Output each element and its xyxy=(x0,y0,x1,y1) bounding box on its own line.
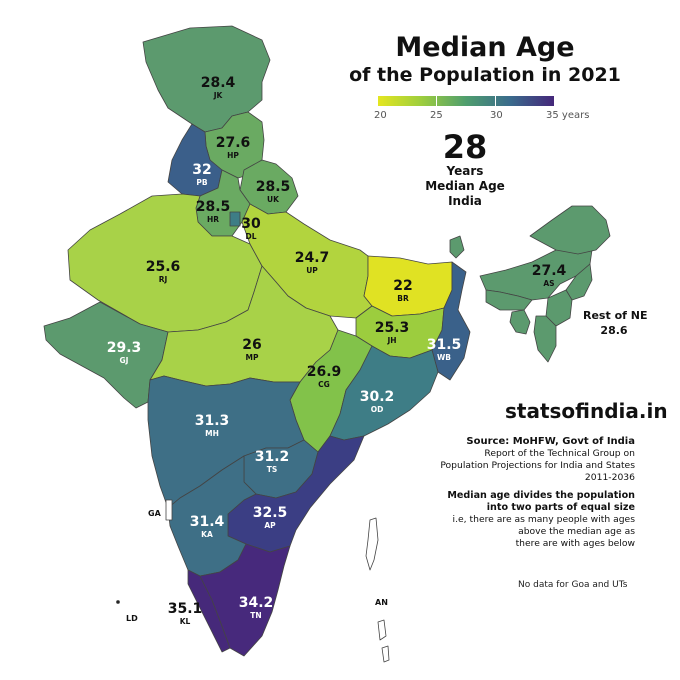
state-label-gj: 29.3 GJ xyxy=(106,340,142,365)
legend-tick-label: 25 xyxy=(430,110,443,121)
state-dl xyxy=(229,211,241,227)
rest-of-ne-value: 28.6 xyxy=(600,324,628,337)
source-line: Population Projections for India and Sta… xyxy=(440,460,635,471)
andaman-label: AN xyxy=(375,598,388,607)
state-label-pb: 32 PB xyxy=(192,162,212,187)
islands-an-3 xyxy=(381,645,390,663)
state-ga xyxy=(165,499,173,521)
note-line: i.e, there are as many people with ages xyxy=(452,514,635,525)
state-label-hp: 27.6 HP xyxy=(215,135,251,160)
legend-tick xyxy=(436,96,437,106)
state-label-ka: 31.4 KA xyxy=(189,514,225,539)
no-data-note: No data for Goa and UTs xyxy=(518,580,628,590)
legend-gradient xyxy=(378,96,554,106)
note-line: Median age divides the population xyxy=(447,490,635,501)
rest-of-ne: Rest of NE 28.6 xyxy=(583,308,648,338)
state-label-mh: 31.3 MH xyxy=(194,413,230,438)
map-title: Median Age xyxy=(395,32,575,63)
site-brand: statsofindia.in xyxy=(505,399,668,423)
source-block: Source: MoHFW, Govt of India Report of t… xyxy=(375,436,635,484)
color-legend: 20 25 30 35 years xyxy=(374,96,589,121)
islands-an xyxy=(365,517,379,571)
state-label-wb: 31.5 WB xyxy=(426,337,462,362)
state-label-rj: 25.6 RJ xyxy=(145,259,181,284)
state-label-uk: 28.5 UK xyxy=(255,179,291,204)
state-label-dl: 30 DL xyxy=(241,216,261,241)
state-label-kl: 35.1 KL xyxy=(167,601,203,626)
india-caption-line: India xyxy=(448,194,482,208)
note-line: above the median age as xyxy=(518,526,635,537)
state-label-mp: 26 MP xyxy=(242,337,262,362)
india-median-caption: Years Median Age India xyxy=(410,164,520,209)
india-caption-line: Years xyxy=(446,164,484,178)
legend-tick-label: 35 years xyxy=(546,110,590,121)
state-label-up: 24.7 UP xyxy=(294,250,330,275)
india-caption-line: Median Age xyxy=(425,179,505,193)
islands-ld xyxy=(116,600,120,604)
state-label-ap: 32.5 AP xyxy=(252,505,288,530)
state-label-jk: 28.4 JK xyxy=(200,75,236,100)
note-line: into two parts of equal size xyxy=(486,502,635,513)
legend-tick-label: 30 xyxy=(490,110,503,121)
source-head: Source: MoHFW, Govt of India xyxy=(466,436,635,447)
map-subtitle: of the Population in 2021 xyxy=(349,64,621,86)
state-label-br: 22 BR xyxy=(393,278,413,303)
state-od xyxy=(329,345,439,441)
state-label-jh: 25.3 JH xyxy=(374,320,410,345)
state-ml xyxy=(485,289,533,311)
goa-label: GA xyxy=(148,509,161,518)
state-label-tn: 34.2 TN xyxy=(238,595,274,620)
state-label-od: 30.2 OD xyxy=(359,389,395,414)
legend-tick-label: 20 xyxy=(374,110,387,121)
state-label-ts: 31.2 TS xyxy=(254,449,290,474)
rest-of-ne-label: Rest of NE xyxy=(583,309,648,322)
state-ka xyxy=(167,455,257,577)
state-label-cg: 26.9 CG xyxy=(306,364,342,389)
note-line: there are with ages below xyxy=(515,538,635,549)
source-line: 2011-2036 xyxy=(584,472,635,483)
state-ar xyxy=(529,205,611,255)
state-sk xyxy=(449,235,465,259)
state-tn xyxy=(199,543,291,657)
lakshadweep-label: LD xyxy=(126,614,138,623)
state-label-hr: 28.5 HR xyxy=(195,199,231,224)
state-label-as: 27.4 AS xyxy=(531,263,567,288)
state-tr xyxy=(509,309,531,335)
legend-tick xyxy=(495,96,496,106)
islands-an-2 xyxy=(377,619,387,641)
source-line: Report of the Technical Group on xyxy=(484,448,635,459)
india-median-value: 28 xyxy=(442,128,488,166)
median-note: Median age divides the population into t… xyxy=(375,490,635,550)
state-mz xyxy=(533,315,557,363)
state-wb xyxy=(431,261,471,381)
